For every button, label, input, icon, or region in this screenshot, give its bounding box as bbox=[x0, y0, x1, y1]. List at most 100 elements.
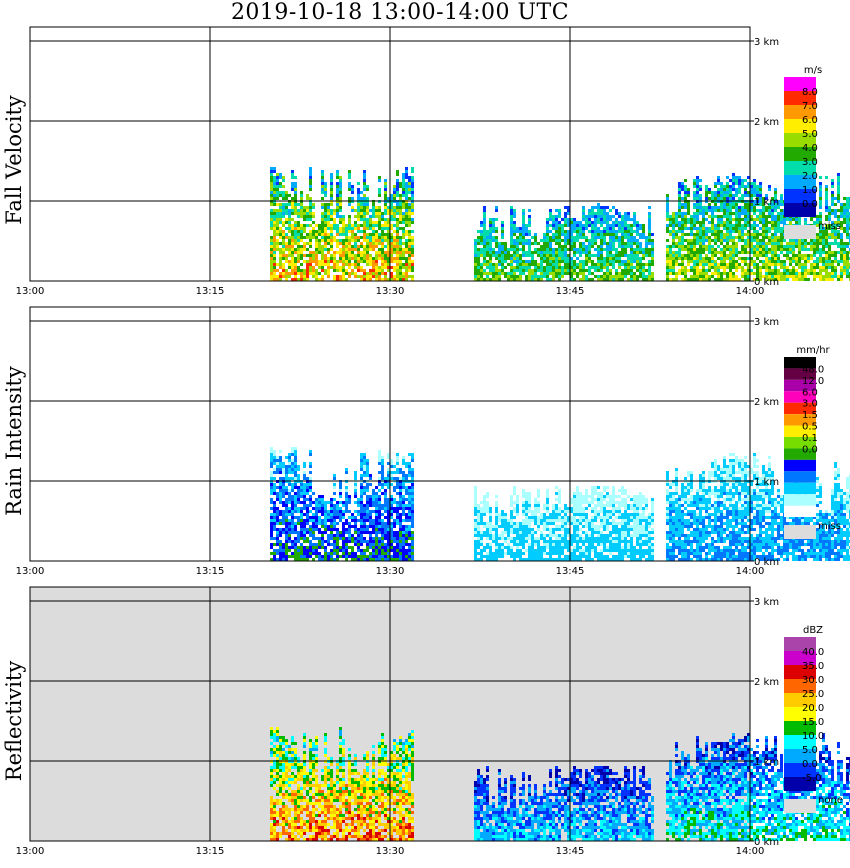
echo-pixel bbox=[747, 182, 750, 185]
echo-pixel bbox=[309, 254, 312, 257]
echo-pixel bbox=[729, 221, 732, 224]
echo-pixel bbox=[666, 269, 669, 272]
echo-pixel bbox=[678, 212, 681, 215]
echo-pixel bbox=[378, 257, 381, 260]
echo-pixel bbox=[624, 236, 627, 239]
echo-pixel bbox=[753, 272, 756, 275]
echo-pixel bbox=[603, 212, 606, 215]
echo-pixel bbox=[567, 221, 570, 224]
echo-pixel bbox=[831, 197, 834, 200]
echo-pixel bbox=[354, 209, 357, 212]
echo-pixel bbox=[366, 209, 369, 212]
echo-pixel bbox=[387, 242, 390, 245]
echo-pixel bbox=[381, 272, 384, 275]
echo-pixel bbox=[300, 209, 303, 212]
echo-pixel bbox=[711, 251, 714, 254]
echo-pixel bbox=[672, 221, 675, 224]
echo-pixel bbox=[699, 272, 702, 275]
echo-pixel bbox=[309, 242, 312, 245]
echo-pixel bbox=[561, 266, 564, 269]
echo-pixel bbox=[366, 251, 369, 254]
echo-pixel bbox=[726, 263, 729, 266]
echo-pixel bbox=[570, 227, 573, 230]
echo-pixel bbox=[303, 269, 306, 272]
echo-pixel bbox=[561, 254, 564, 257]
echo-pixel bbox=[795, 218, 798, 221]
echo-pixel bbox=[594, 248, 597, 251]
echo-pixel bbox=[636, 227, 639, 230]
echo-pixel bbox=[525, 275, 528, 278]
echo-pixel bbox=[327, 203, 330, 206]
echo-pixel bbox=[819, 212, 822, 215]
echo-pixel bbox=[573, 272, 576, 275]
echo-pixel bbox=[342, 218, 345, 221]
echo-pixel bbox=[405, 251, 408, 254]
echo-pixel bbox=[396, 209, 399, 212]
echo-pixel bbox=[780, 275, 783, 278]
echo-pixel bbox=[681, 227, 684, 230]
echo-pixel bbox=[549, 278, 552, 281]
echo-pixel bbox=[480, 251, 483, 254]
echo-pixel bbox=[714, 266, 717, 269]
echo-pixel bbox=[408, 245, 411, 248]
echo-pixel bbox=[336, 278, 339, 281]
echo-pixel bbox=[780, 230, 783, 233]
echo-pixel bbox=[486, 236, 489, 239]
echo-pixel bbox=[648, 260, 651, 263]
echo-pixel bbox=[294, 227, 297, 230]
echo-pixel bbox=[681, 269, 684, 272]
echo-pixel bbox=[741, 266, 744, 269]
echo-pixel bbox=[636, 230, 639, 233]
echo-pixel bbox=[375, 266, 378, 269]
echo-pixel bbox=[600, 230, 603, 233]
echo-pixel bbox=[804, 242, 807, 245]
echo-pixel bbox=[606, 257, 609, 260]
echo-pixel bbox=[741, 239, 744, 242]
echo-pixel bbox=[723, 272, 726, 275]
echo-pixel bbox=[408, 203, 411, 206]
echo-pixel bbox=[627, 236, 630, 239]
echo-pixel bbox=[777, 206, 780, 209]
echo-pixel bbox=[558, 242, 561, 245]
echo-pixel bbox=[747, 269, 750, 272]
echo-pixel bbox=[792, 218, 795, 221]
echo-pixel bbox=[405, 257, 408, 260]
echo-pixel bbox=[561, 239, 564, 242]
echo-pixel bbox=[390, 215, 393, 218]
echo-pixel bbox=[270, 182, 273, 185]
echo-pixel bbox=[624, 251, 627, 254]
echo-pixel bbox=[843, 254, 846, 257]
echo-pixel bbox=[384, 275, 387, 278]
echo-pixel bbox=[774, 242, 777, 245]
echo-pixel bbox=[294, 188, 297, 191]
echo-pixel bbox=[291, 248, 294, 251]
echo-pixel bbox=[696, 230, 699, 233]
echo-pixel bbox=[312, 254, 315, 257]
echo-pixel bbox=[633, 266, 636, 269]
echo-pixel bbox=[510, 239, 513, 242]
echo-pixel bbox=[507, 263, 510, 266]
echo-pixel bbox=[363, 272, 366, 275]
echo-pixel bbox=[735, 275, 738, 278]
echo-pixel bbox=[612, 245, 615, 248]
echo-pixel bbox=[579, 227, 582, 230]
echo-pixel bbox=[540, 275, 543, 278]
echo-pixel bbox=[372, 209, 375, 212]
echo-pixel bbox=[489, 278, 492, 281]
echo-pixel bbox=[309, 230, 312, 233]
echo-pixel bbox=[567, 233, 570, 236]
echo-pixel bbox=[594, 269, 597, 272]
echo-pixel bbox=[678, 263, 681, 266]
echo-pixel bbox=[834, 215, 837, 218]
echo-pixel bbox=[729, 257, 732, 260]
echo-pixel bbox=[408, 188, 411, 191]
echo-pixel bbox=[477, 269, 480, 272]
echo-pixel bbox=[330, 239, 333, 242]
echo-pixel bbox=[561, 257, 564, 260]
echo-pixel bbox=[573, 221, 576, 224]
echo-pixel bbox=[525, 233, 528, 236]
echo-pixel bbox=[345, 227, 348, 230]
echo-pixel bbox=[804, 275, 807, 278]
echo-pixel bbox=[834, 269, 837, 272]
echo-pixel bbox=[330, 230, 333, 233]
